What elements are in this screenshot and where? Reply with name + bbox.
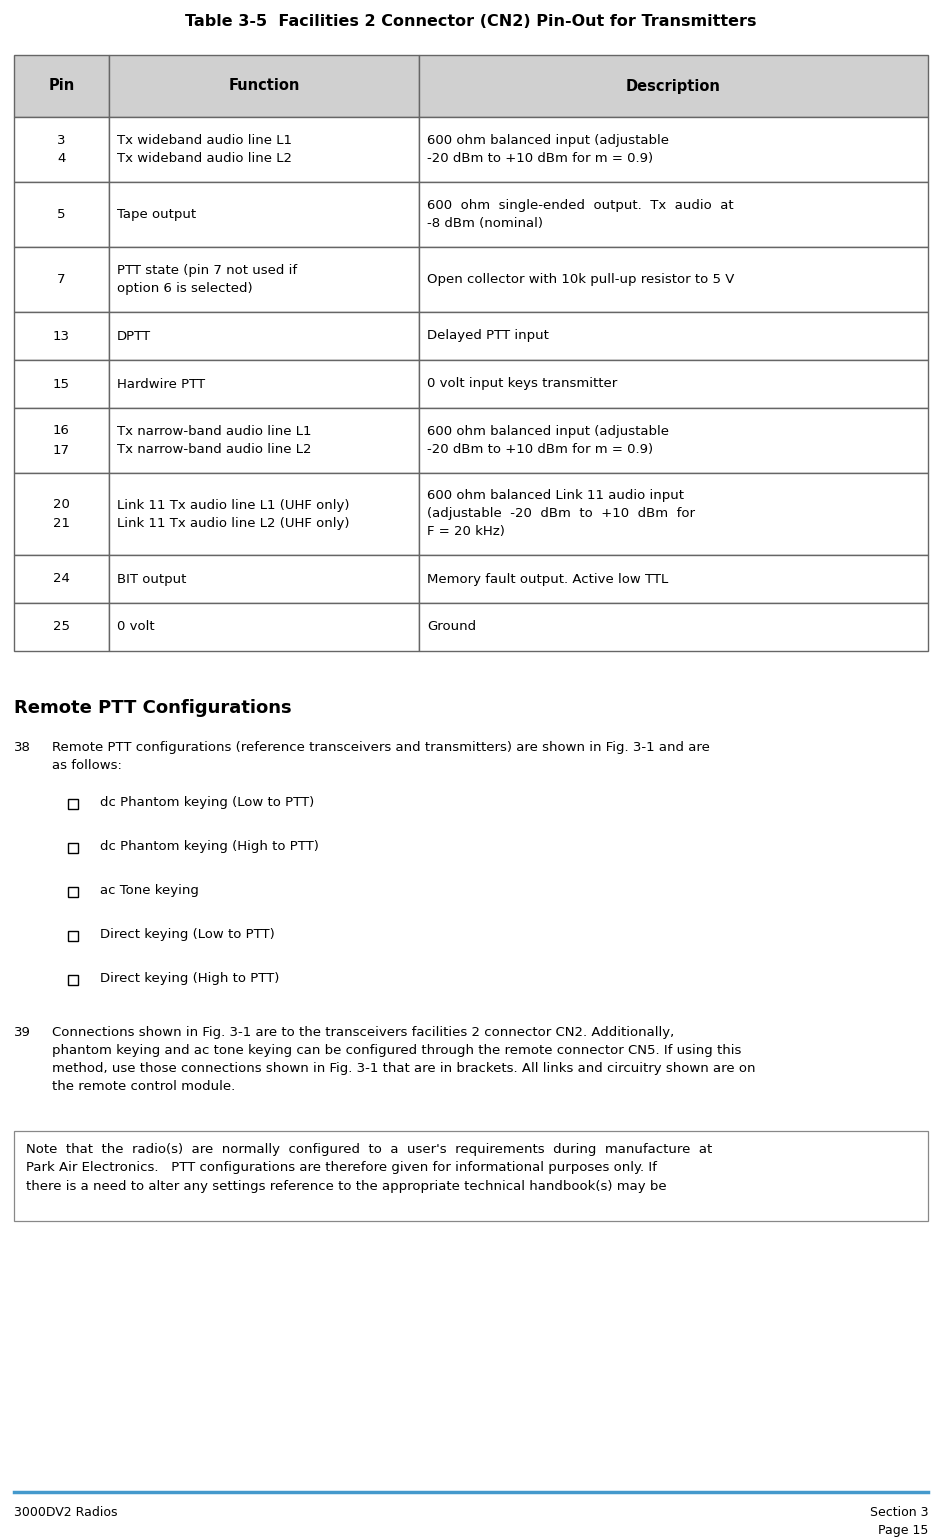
Bar <box>419 181 928 247</box>
Bar <box>14 117 109 181</box>
Bar <box>14 360 109 407</box>
Text: Tx wideband audio line L1
Tx wideband audio line L2: Tx wideband audio line L1 Tx wideband au… <box>117 134 292 164</box>
Bar <box>68 799 78 808</box>
Text: 0 volt: 0 volt <box>117 621 154 633</box>
Text: 38: 38 <box>14 741 31 755</box>
Bar <box>14 473 109 555</box>
Text: Description: Description <box>626 78 721 94</box>
Bar <box>14 1131 928 1220</box>
Text: 16
17: 16 17 <box>53 424 70 456</box>
Bar <box>68 931 78 941</box>
Bar <box>109 117 419 181</box>
Bar <box>419 360 928 407</box>
Bar <box>109 55 419 117</box>
Text: Delayed PTT input: Delayed PTT input <box>427 329 549 343</box>
Bar <box>419 247 928 312</box>
Text: Tx narrow-band audio line L1
Tx narrow-band audio line L2: Tx narrow-band audio line L1 Tx narrow-b… <box>117 426 312 456</box>
Text: dc Phantom keying (Low to PTT): dc Phantom keying (Low to PTT) <box>100 796 315 808</box>
Text: 24: 24 <box>53 572 70 586</box>
Text: Hardwire PTT: Hardwire PTT <box>117 378 205 390</box>
Text: Ground: Ground <box>427 621 476 633</box>
Text: Link 11 Tx audio line L1 (UHF only)
Link 11 Tx audio line L2 (UHF only): Link 11 Tx audio line L1 (UHF only) Link… <box>117 498 349 530</box>
Text: Open collector with 10k pull-up resistor to 5 V: Open collector with 10k pull-up resistor… <box>427 274 735 286</box>
Bar <box>109 407 419 473</box>
Text: 5: 5 <box>57 207 66 221</box>
Text: BIT output: BIT output <box>117 572 187 586</box>
Bar <box>419 473 928 555</box>
Bar <box>109 312 419 360</box>
Bar <box>419 603 928 652</box>
Text: PTT state (pin 7 not used if
option 6 is selected): PTT state (pin 7 not used if option 6 is… <box>117 264 297 295</box>
Bar <box>109 181 419 247</box>
Bar <box>14 181 109 247</box>
Text: Direct keying (Low to PTT): Direct keying (Low to PTT) <box>100 928 275 941</box>
Text: 13: 13 <box>53 329 70 343</box>
Bar <box>419 117 928 181</box>
Text: 0 volt input keys transmitter: 0 volt input keys transmitter <box>427 378 617 390</box>
Text: Note  that  the  radio(s)  are  normally  configured  to  a  user's  requirement: Note that the radio(s) are normally conf… <box>26 1144 712 1193</box>
Text: Page 15: Page 15 <box>878 1525 928 1537</box>
Bar <box>14 247 109 312</box>
Text: Direct keying (High to PTT): Direct keying (High to PTT) <box>100 971 280 985</box>
Text: Connections shown in Fig. 3-1 are to the transceivers facilities 2 connector CN2: Connections shown in Fig. 3-1 are to the… <box>52 1027 755 1093</box>
Text: Remote PTT configurations (reference transceivers and transmitters) are shown in: Remote PTT configurations (reference tra… <box>52 741 710 772</box>
Bar <box>109 473 419 555</box>
Bar <box>68 842 78 853</box>
Bar <box>419 312 928 360</box>
Text: Memory fault output. Active low TTL: Memory fault output. Active low TTL <box>427 572 668 586</box>
Text: 3000DV2 Radios: 3000DV2 Radios <box>14 1506 118 1519</box>
Text: Remote PTT Configurations: Remote PTT Configurations <box>14 699 292 716</box>
Bar <box>68 887 78 898</box>
Bar <box>14 312 109 360</box>
Bar <box>419 407 928 473</box>
Text: 15: 15 <box>53 378 70 390</box>
Bar <box>14 603 109 652</box>
Bar <box>14 55 109 117</box>
Text: Section 3: Section 3 <box>869 1506 928 1519</box>
Bar <box>14 555 109 603</box>
Bar <box>109 555 419 603</box>
Text: Function: Function <box>228 78 300 94</box>
Text: Pin: Pin <box>48 78 74 94</box>
Text: Tape output: Tape output <box>117 207 196 221</box>
Bar <box>419 555 928 603</box>
Text: Table 3-5  Facilities 2 Connector (CN2) Pin-Out for Transmitters: Table 3-5 Facilities 2 Connector (CN2) P… <box>186 14 756 29</box>
Text: dc Phantom keying (High to PTT): dc Phantom keying (High to PTT) <box>100 841 319 853</box>
Bar <box>419 55 928 117</box>
Bar <box>14 407 109 473</box>
Text: 7: 7 <box>57 274 66 286</box>
Bar <box>109 603 419 652</box>
Text: 25: 25 <box>53 621 70 633</box>
Bar <box>109 360 419 407</box>
Text: 600 ohm balanced Link 11 audio input
(adjustable  -20  dBm  to  +10  dBm  for
F : 600 ohm balanced Link 11 audio input (ad… <box>427 489 695 538</box>
Text: 3
4: 3 4 <box>57 134 66 166</box>
Text: 600 ohm balanced input (adjustable
-20 dBm to +10 dBm for m = 0.9): 600 ohm balanced input (adjustable -20 d… <box>427 426 669 456</box>
Text: ac Tone keying: ac Tone keying <box>100 884 199 898</box>
Text: 20
21: 20 21 <box>53 498 70 530</box>
Text: DPTT: DPTT <box>117 329 151 343</box>
Text: 600 ohm balanced input (adjustable
-20 dBm to +10 dBm for m = 0.9): 600 ohm balanced input (adjustable -20 d… <box>427 134 669 164</box>
Text: 600  ohm  single-ended  output.  Tx  audio  at
-8 dBm (nominal): 600 ohm single-ended output. Tx audio at… <box>427 198 734 231</box>
Text: 39: 39 <box>14 1027 31 1039</box>
Bar <box>109 247 419 312</box>
Bar <box>68 974 78 985</box>
